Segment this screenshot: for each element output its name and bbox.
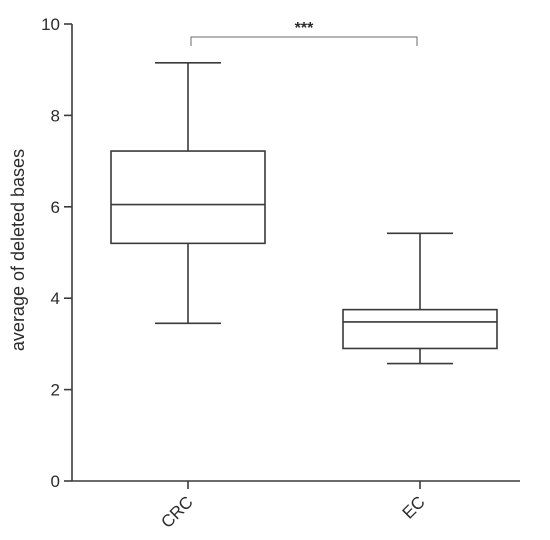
x-category-label: CRC xyxy=(157,492,196,531)
box-crc xyxy=(110,62,266,325)
significance-annotation: *** xyxy=(190,20,418,46)
iqr-box xyxy=(342,308,498,350)
significance-label: *** xyxy=(295,20,314,37)
y-tick-label: 0 xyxy=(51,472,60,491)
y-tick-label: 6 xyxy=(51,198,60,217)
y-tick-label: 8 xyxy=(51,106,60,125)
iqr-box xyxy=(110,150,266,245)
y-tick-label: 2 xyxy=(51,381,60,400)
significance-bracket xyxy=(190,36,418,46)
box-ec xyxy=(342,232,498,365)
y-axis-label: average of deleted bases xyxy=(8,149,28,351)
y-tick-label: 4 xyxy=(51,289,60,308)
x-axis: CRC EC xyxy=(72,480,520,532)
box-series xyxy=(110,62,498,365)
y-axis: 0 2 4 6 8 10 xyxy=(41,15,73,491)
x-category-label: EC xyxy=(399,492,429,522)
y-tick-label: 10 xyxy=(41,15,60,34)
